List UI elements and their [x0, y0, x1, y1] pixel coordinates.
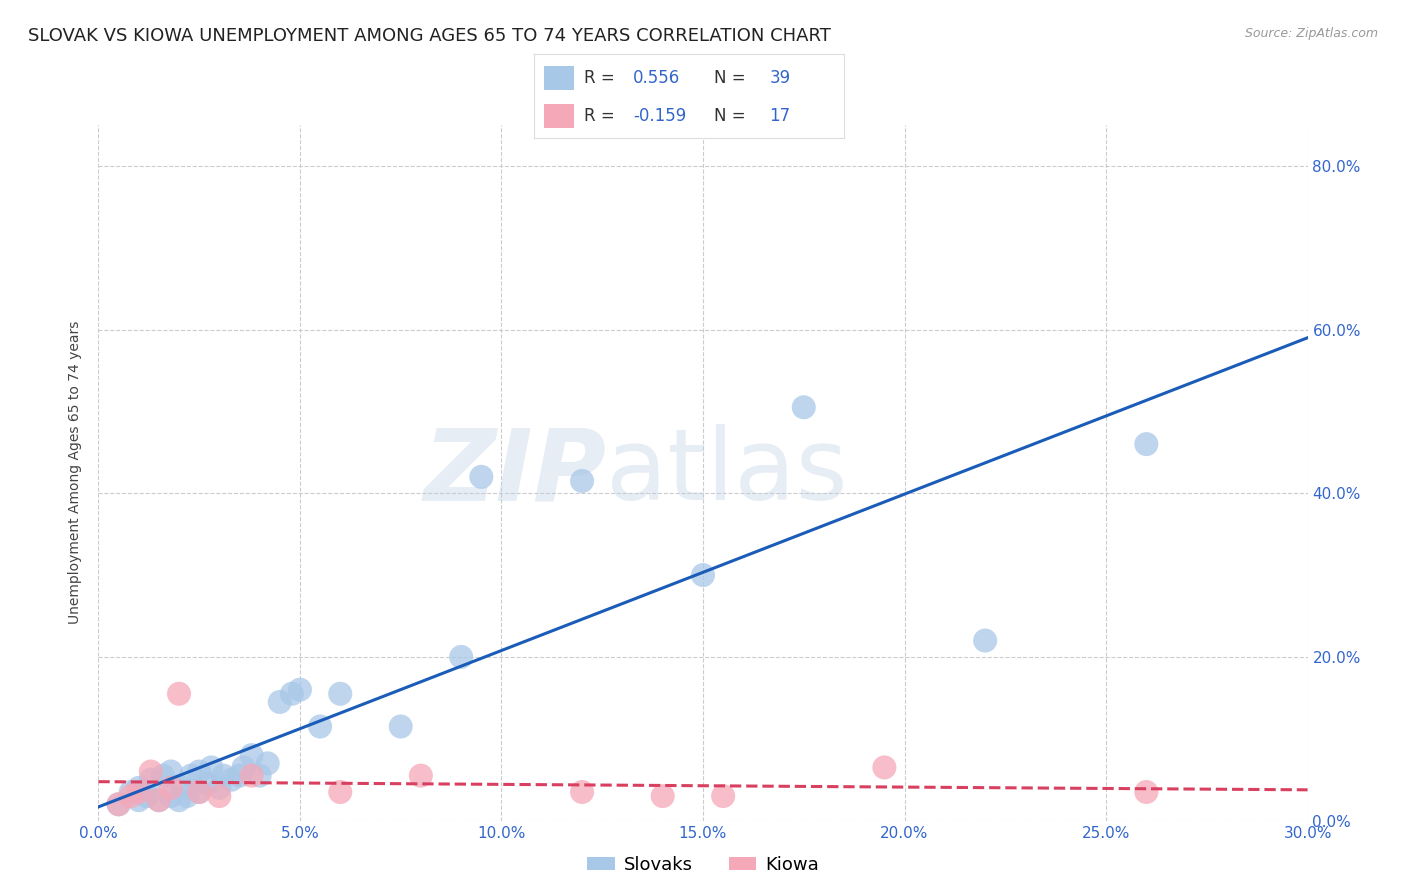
Text: 39: 39	[769, 69, 790, 87]
Point	[281, 687, 304, 701]
Text: SLOVAK VS KIOWA UNEMPLOYMENT AMONG AGES 65 TO 74 YEARS CORRELATION CHART: SLOVAK VS KIOWA UNEMPLOYMENT AMONG AGES …	[28, 27, 831, 45]
Text: R =: R =	[583, 69, 620, 87]
Point	[139, 764, 162, 779]
Point	[873, 760, 896, 774]
Point	[160, 780, 183, 795]
Point	[107, 797, 129, 812]
Text: N =: N =	[714, 107, 751, 125]
Legend: Slovaks, Kiowa: Slovaks, Kiowa	[581, 849, 825, 881]
Point	[152, 769, 174, 783]
Point	[172, 780, 194, 795]
Point	[188, 785, 211, 799]
Text: N =: N =	[714, 69, 751, 87]
Point	[128, 780, 150, 795]
Text: ZIP: ZIP	[423, 425, 606, 521]
Point	[288, 682, 311, 697]
Point	[180, 769, 202, 783]
Point	[240, 748, 263, 763]
Point	[195, 777, 218, 791]
Point	[120, 785, 142, 799]
Point	[212, 769, 235, 783]
Point	[128, 793, 150, 807]
Text: Source: ZipAtlas.com: Source: ZipAtlas.com	[1244, 27, 1378, 40]
Point	[329, 687, 352, 701]
Point	[139, 772, 162, 787]
Point	[1135, 785, 1157, 799]
Point	[120, 789, 142, 803]
Text: R =: R =	[583, 107, 620, 125]
Point	[107, 797, 129, 812]
Point	[188, 764, 211, 779]
Point	[167, 793, 190, 807]
Point	[571, 474, 593, 488]
Point	[240, 769, 263, 783]
Point	[208, 780, 231, 795]
Point	[571, 785, 593, 799]
Point	[160, 789, 183, 803]
Point	[256, 756, 278, 771]
Point	[232, 760, 254, 774]
Point	[208, 789, 231, 803]
Point	[221, 772, 243, 787]
Y-axis label: Unemployment Among Ages 65 to 74 years: Unemployment Among Ages 65 to 74 years	[69, 321, 83, 624]
Point	[269, 695, 291, 709]
Point	[176, 789, 198, 803]
Point	[200, 760, 222, 774]
Point	[135, 789, 157, 803]
Point	[329, 785, 352, 799]
Point	[148, 793, 170, 807]
Point	[793, 401, 815, 415]
Point	[167, 687, 190, 701]
Point	[974, 633, 997, 648]
Point	[128, 785, 150, 799]
Point	[450, 649, 472, 664]
Text: atlas: atlas	[606, 425, 848, 521]
Point	[228, 769, 250, 783]
Bar	[544, 66, 575, 90]
Point	[148, 793, 170, 807]
Point	[711, 789, 734, 803]
Point	[188, 785, 211, 799]
Point	[249, 769, 271, 783]
Point	[470, 470, 492, 484]
Bar	[544, 104, 575, 128]
Point	[309, 719, 332, 733]
Point	[1135, 437, 1157, 451]
Point	[160, 764, 183, 779]
Point	[389, 719, 412, 733]
Text: 0.556: 0.556	[633, 69, 681, 87]
Point	[692, 568, 714, 582]
Point	[651, 789, 673, 803]
Text: 17: 17	[769, 107, 790, 125]
Text: -0.159: -0.159	[633, 107, 686, 125]
Point	[409, 769, 432, 783]
